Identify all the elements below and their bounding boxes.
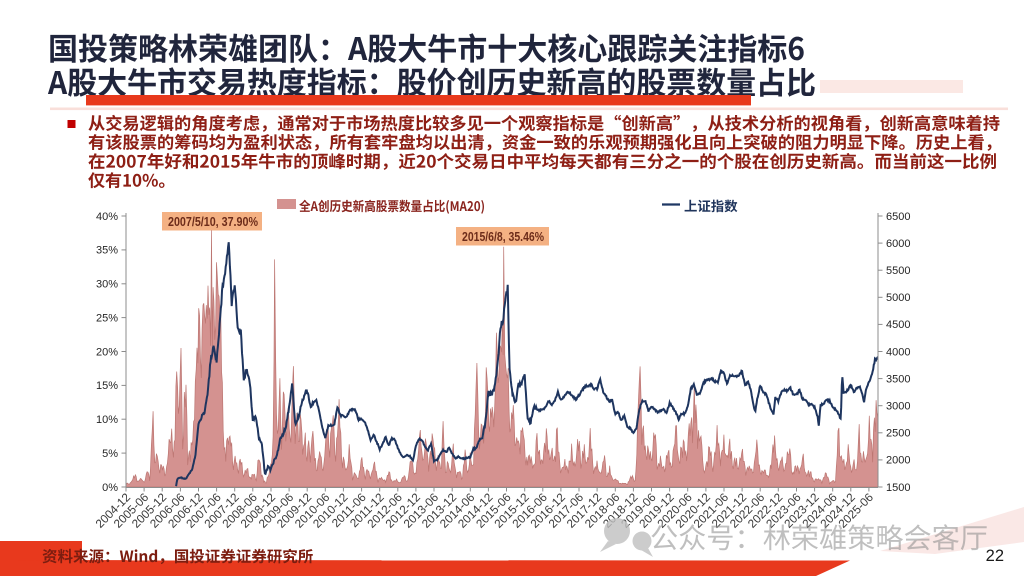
- svg-text:0%: 0%: [102, 482, 118, 494]
- svg-text:10%: 10%: [96, 414, 118, 426]
- svg-text:4500: 4500: [886, 319, 910, 331]
- svg-text:6500: 6500: [886, 211, 910, 223]
- svg-text:1500: 1500: [886, 482, 910, 494]
- svg-text:4000: 4000: [886, 346, 910, 358]
- svg-text:20%: 20%: [96, 346, 118, 358]
- svg-text:2007/5/10, 37.90%: 2007/5/10, 37.90%: [168, 214, 258, 229]
- svg-text:35%: 35%: [96, 245, 118, 257]
- svg-text:25%: 25%: [96, 312, 118, 324]
- svg-text:2000: 2000: [886, 455, 910, 467]
- svg-text:3000: 3000: [886, 401, 910, 413]
- svg-text:3500: 3500: [886, 373, 910, 385]
- svg-text:22: 22: [986, 547, 1004, 565]
- svg-text:15%: 15%: [96, 380, 118, 392]
- svg-text:5500: 5500: [886, 265, 910, 277]
- svg-text:2015/6/8, 35.46%: 2015/6/8, 35.46%: [462, 229, 544, 244]
- svg-text:5000: 5000: [886, 292, 910, 304]
- svg-text:40%: 40%: [96, 211, 118, 223]
- svg-text:6000: 6000: [886, 238, 910, 250]
- svg-text:5%: 5%: [102, 448, 118, 460]
- svg-text:30%: 30%: [96, 279, 118, 291]
- svg-text:2500: 2500: [886, 428, 910, 440]
